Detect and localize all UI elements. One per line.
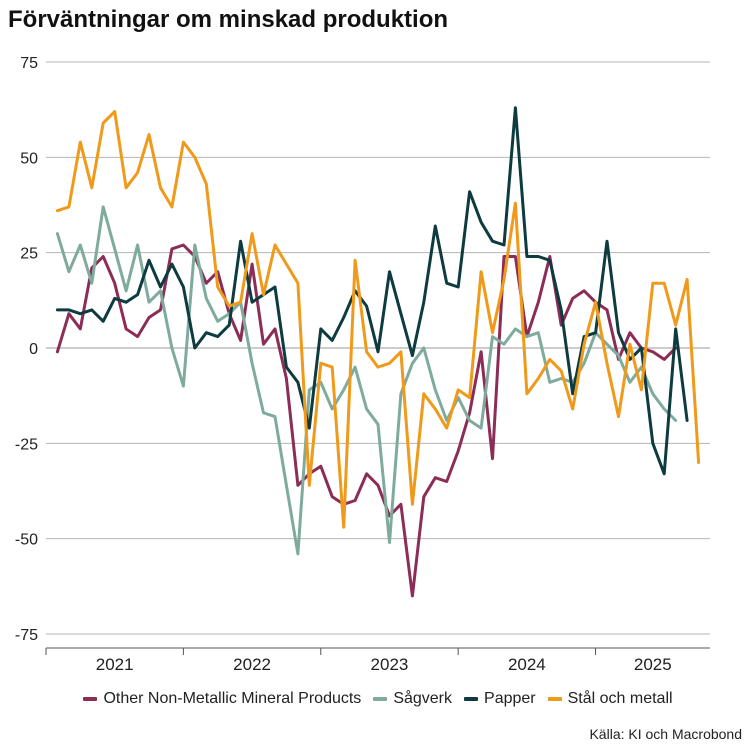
y-tick-label: 0 — [29, 341, 38, 358]
y-tick-label: -75 — [15, 627, 38, 644]
series-line-3 — [55, 110, 701, 529]
series-lines — [55, 106, 701, 598]
legend-item-stal: Stål och metall — [547, 690, 673, 708]
x-tick-label: 2023 — [371, 655, 409, 674]
y-tick-label: 25 — [20, 246, 38, 263]
legend: Other Non-Metallic Mineral Products Sågv… — [0, 690, 756, 708]
y-tick-label: -25 — [15, 436, 38, 453]
x-axis: 2021 2022 2023 2024 2025 — [45, 647, 710, 674]
series-line-2 — [55, 106, 689, 476]
legend-label-sagverk: Sågverk — [393, 690, 453, 707]
x-tick-label: 2025 — [634, 655, 672, 674]
legend-swatch-sagverk — [373, 697, 388, 701]
source-note: Källa: KI och Macrobond — [589, 726, 742, 742]
y-tick-label: -50 — [15, 532, 38, 549]
y-axis-ticks: 75 50 25 0 -25 -50 -75 — [15, 55, 38, 644]
legend-item-mineral: Other Non-Metallic Mineral Products — [83, 690, 361, 708]
series-line-1 — [55, 205, 678, 556]
legend-label-mineral: Other Non-Metallic Mineral Products — [103, 690, 362, 707]
legend-label-stal: Stål och metall — [567, 690, 673, 707]
y-tick-label: 75 — [20, 55, 38, 72]
legend-label-papper: Papper — [484, 690, 536, 707]
x-tick-label: 2021 — [96, 655, 134, 674]
legend-item-papper: Papper — [464, 690, 536, 708]
y-tick-label: 50 — [20, 150, 38, 167]
legend-item-sagverk: Sågverk — [373, 690, 452, 708]
legend-swatch-papper — [464, 697, 479, 701]
chart-title: Förväntningar om minskad produktion — [8, 6, 449, 33]
x-tick-label: 2024 — [508, 655, 546, 674]
legend-swatch-stal — [547, 697, 562, 701]
series-line-0 — [55, 243, 678, 598]
x-tick-label: 2022 — [233, 655, 271, 674]
gridlines — [46, 61, 710, 635]
legend-swatch-mineral — [83, 697, 98, 701]
